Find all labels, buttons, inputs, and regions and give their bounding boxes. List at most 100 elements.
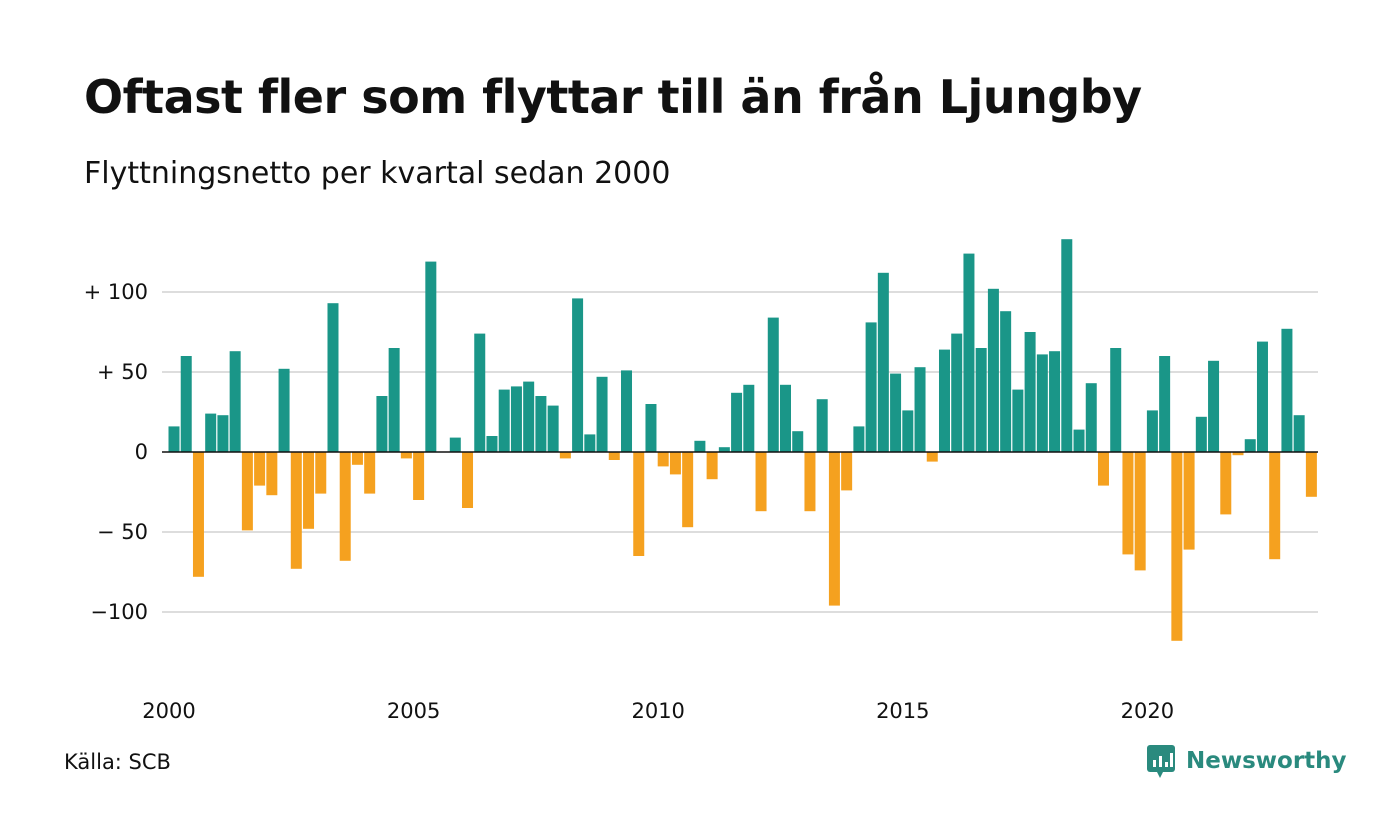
bar-2007K4 bbox=[547, 405, 559, 452]
bar-2003K2 bbox=[327, 303, 339, 452]
chart-title: Oftast fler som flyttar till än från Lju… bbox=[84, 70, 1142, 124]
bar-2014K2 bbox=[865, 322, 877, 452]
x-tick-label: 2000 bbox=[142, 699, 195, 723]
bar-2003K4 bbox=[351, 452, 363, 465]
bar-2000K2 bbox=[180, 356, 192, 452]
bar-2015K4 bbox=[938, 349, 950, 452]
y-tick-label: + 50 bbox=[97, 360, 148, 384]
bar-2010K2 bbox=[669, 452, 681, 475]
bar-2020K1 bbox=[1146, 410, 1158, 452]
bar-2001K1 bbox=[217, 415, 229, 452]
bar-2012K3 bbox=[780, 384, 791, 452]
y-tick-label: 0 bbox=[135, 440, 148, 464]
x-tick-label: 2010 bbox=[631, 699, 684, 723]
x-tick-label: 2020 bbox=[1121, 699, 1174, 723]
bar-2001K3 bbox=[241, 452, 253, 531]
x-axis-labels: 2000 2005 2010 2015 2020 bbox=[142, 699, 1174, 723]
bar-2018K3 bbox=[1073, 429, 1085, 452]
bar-2014K4 bbox=[890, 373, 902, 452]
bar-2019K2 bbox=[1110, 348, 1122, 452]
bar-2008K2 bbox=[572, 298, 584, 452]
bar-2007K2 bbox=[523, 381, 535, 452]
bar-2002K3 bbox=[290, 452, 302, 569]
y-tick-label: + 100 bbox=[84, 280, 148, 304]
bar-2021K3 bbox=[1220, 452, 1232, 515]
bar-2006K1 bbox=[462, 452, 474, 508]
bar-2010K3 bbox=[682, 452, 694, 528]
bar-2013K4 bbox=[841, 452, 853, 491]
bar-2005K4 bbox=[449, 437, 461, 452]
x-tick-label: 2005 bbox=[387, 699, 440, 723]
bar-2009K1 bbox=[608, 452, 620, 460]
bar-2021K4 bbox=[1232, 452, 1244, 456]
bar-2019K1 bbox=[1097, 452, 1109, 486]
source-label: Källa: SCB bbox=[64, 750, 171, 774]
bar-2006K4 bbox=[498, 389, 510, 452]
brand-name: Newsworthy bbox=[1186, 748, 1347, 774]
bar-2017K3 bbox=[1024, 332, 1036, 452]
bar-2010K4 bbox=[694, 440, 706, 452]
bar-2019K3 bbox=[1122, 452, 1134, 555]
bar-2000K4 bbox=[205, 413, 217, 452]
bar-2009K3 bbox=[633, 452, 645, 556]
bar-2017K1 bbox=[1000, 311, 1012, 452]
y-tick-label: − 50 bbox=[97, 520, 148, 544]
bar-2000K1 bbox=[168, 426, 180, 452]
bar-2011K3 bbox=[731, 392, 743, 452]
bar-2005K2 bbox=[425, 261, 437, 452]
bar-2022K2 bbox=[1256, 341, 1268, 452]
y-axis-labels: + 100 + 50 0 − 50 −100 bbox=[84, 280, 148, 624]
bar-2019K4 bbox=[1134, 452, 1146, 571]
bar-2013K1 bbox=[804, 452, 816, 512]
bar-2011K1 bbox=[706, 452, 718, 480]
bar-2003K1 bbox=[315, 452, 327, 494]
newsworthy-logo: Newsworthy bbox=[1146, 742, 1347, 780]
bar-2006K2 bbox=[474, 333, 486, 452]
bar-2008K4 bbox=[596, 376, 608, 452]
bar-2015K1 bbox=[902, 410, 914, 452]
bar-2000K3 bbox=[192, 452, 204, 577]
newsworthy-logo-icon bbox=[1147, 745, 1175, 778]
bar-2016K1 bbox=[951, 333, 963, 452]
bar-2009K4 bbox=[645, 404, 657, 452]
bar-2021K2 bbox=[1208, 360, 1220, 452]
bar-2012K2 bbox=[767, 317, 779, 452]
bar-2004K4 bbox=[400, 452, 412, 459]
bar-2020K3 bbox=[1171, 452, 1183, 641]
bar-2007K1 bbox=[510, 386, 522, 452]
bar-2023K1 bbox=[1293, 415, 1305, 452]
bar-2014K3 bbox=[877, 272, 889, 452]
bar-2010K1 bbox=[657, 452, 669, 467]
bar-2004K3 bbox=[388, 348, 400, 452]
bar-2008K3 bbox=[584, 434, 596, 452]
bar-2015K2 bbox=[914, 367, 926, 452]
bar-2016K2 bbox=[963, 253, 975, 452]
bar-2013K3 bbox=[828, 452, 840, 606]
bar-2018K1 bbox=[1049, 351, 1061, 452]
bar-2020K2 bbox=[1159, 356, 1171, 452]
bar-2007K3 bbox=[535, 396, 547, 452]
bars bbox=[168, 239, 1317, 641]
bar-2014K1 bbox=[853, 426, 865, 452]
bar-2015K3 bbox=[926, 452, 938, 462]
bar-chart: + 100 + 50 0 − 50 −100 2000 2005 2010 2015 2020 bbox=[84, 239, 1318, 723]
bar-2016K4 bbox=[987, 288, 999, 452]
bar-2004K1 bbox=[364, 452, 376, 494]
bar-2020K4 bbox=[1183, 452, 1195, 550]
bar-2017K4 bbox=[1036, 354, 1048, 452]
bar-2018K2 bbox=[1061, 239, 1073, 452]
bar-2008K1 bbox=[559, 452, 571, 459]
bar-2022K1 bbox=[1244, 439, 1256, 452]
bar-2001K2 bbox=[229, 351, 241, 452]
bar-2017K2 bbox=[1012, 389, 1024, 452]
bar-2018K4 bbox=[1085, 383, 1097, 452]
bar-2003K3 bbox=[339, 452, 351, 561]
bar-2002K2 bbox=[278, 368, 290, 452]
bar-2009K2 bbox=[621, 370, 633, 452]
bar-2023K2 bbox=[1305, 452, 1317, 497]
bar-2004K2 bbox=[376, 396, 388, 452]
y-tick-label: −100 bbox=[90, 600, 148, 624]
bar-2006K3 bbox=[486, 436, 498, 452]
bar-2022K4 bbox=[1281, 328, 1293, 452]
bar-2021K1 bbox=[1195, 416, 1207, 452]
